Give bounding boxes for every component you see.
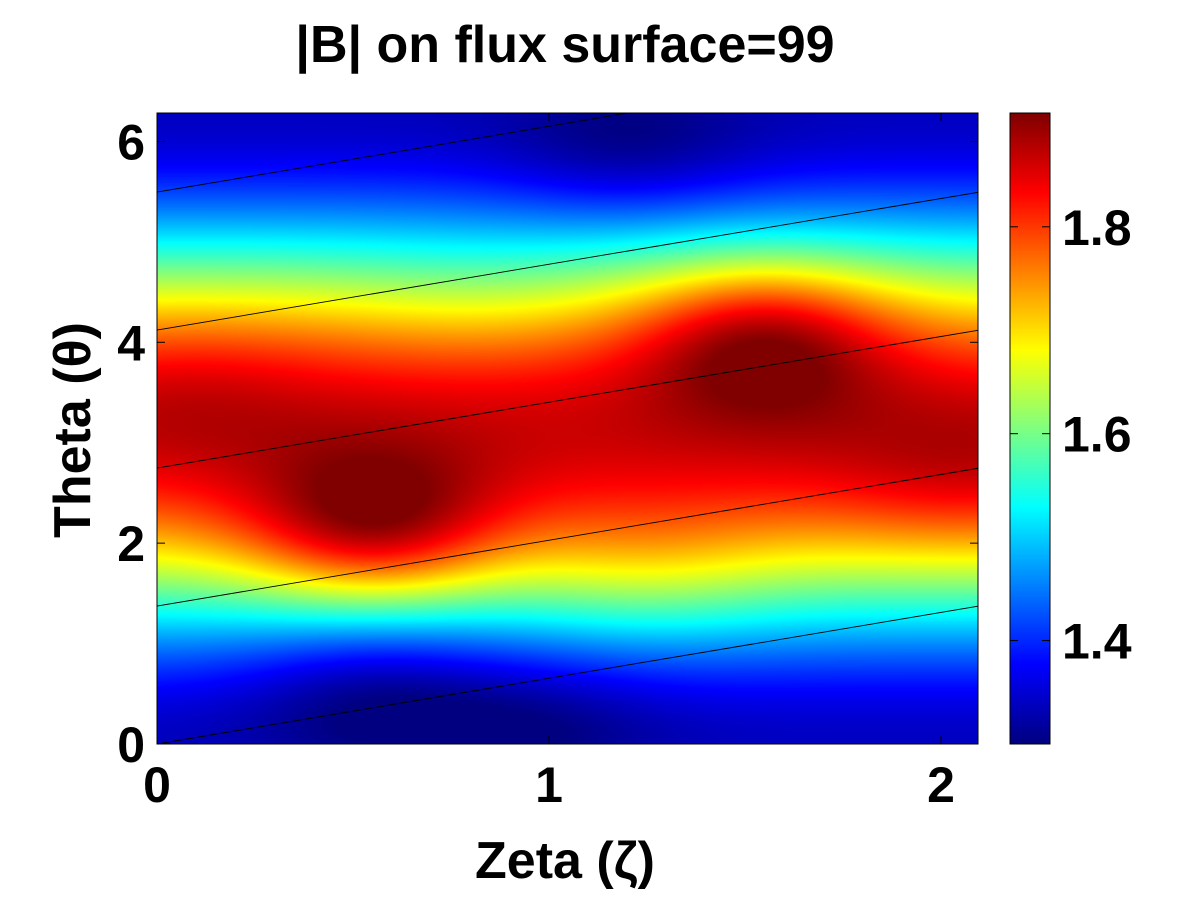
y-axis-ticks: 0 2 4 6 — [117, 114, 978, 773]
field-lines — [156, 112, 979, 745]
plot-frame — [156, 112, 979, 745]
y-tick-label: 4 — [117, 315, 145, 371]
x-axis-label: Zeta (ζ) — [475, 832, 655, 890]
colorbar-tick-label: 1.4 — [1062, 614, 1132, 670]
y-tick-label: 2 — [117, 516, 145, 572]
colorbar-frame — [1009, 112, 1051, 745]
colorbar-ticks: 1.4 1.6 1.8 — [1010, 200, 1132, 670]
plot-area — [156, 112, 979, 745]
colorbar-tick-label: 1.6 — [1062, 407, 1132, 463]
y-tick-label: 6 — [117, 114, 145, 170]
colorbar: 1.4 1.6 1.8 — [1009, 112, 1132, 745]
field-line-5 — [156, 112, 629, 193]
colorbar-gradient — [1010, 113, 1050, 744]
chart-title: |B| on flux surface=99 — [295, 16, 834, 74]
colorbar-tick-label: 1.8 — [1062, 200, 1132, 256]
heatmap-image — [157, 113, 978, 744]
field-line-2 — [156, 467, 979, 607]
x-tick-label: 1 — [535, 757, 563, 813]
field-line-4 — [156, 191, 979, 331]
field-line-3 — [156, 329, 979, 469]
field-line-1 — [156, 605, 979, 745]
x-tick-label: 0 — [143, 757, 171, 813]
y-tick-label: 0 — [117, 717, 145, 773]
x-axis-ticks: 0 1 2 — [143, 113, 955, 813]
y-axis-label: Theta (θ) — [44, 322, 102, 538]
x-tick-label: 2 — [927, 757, 955, 813]
